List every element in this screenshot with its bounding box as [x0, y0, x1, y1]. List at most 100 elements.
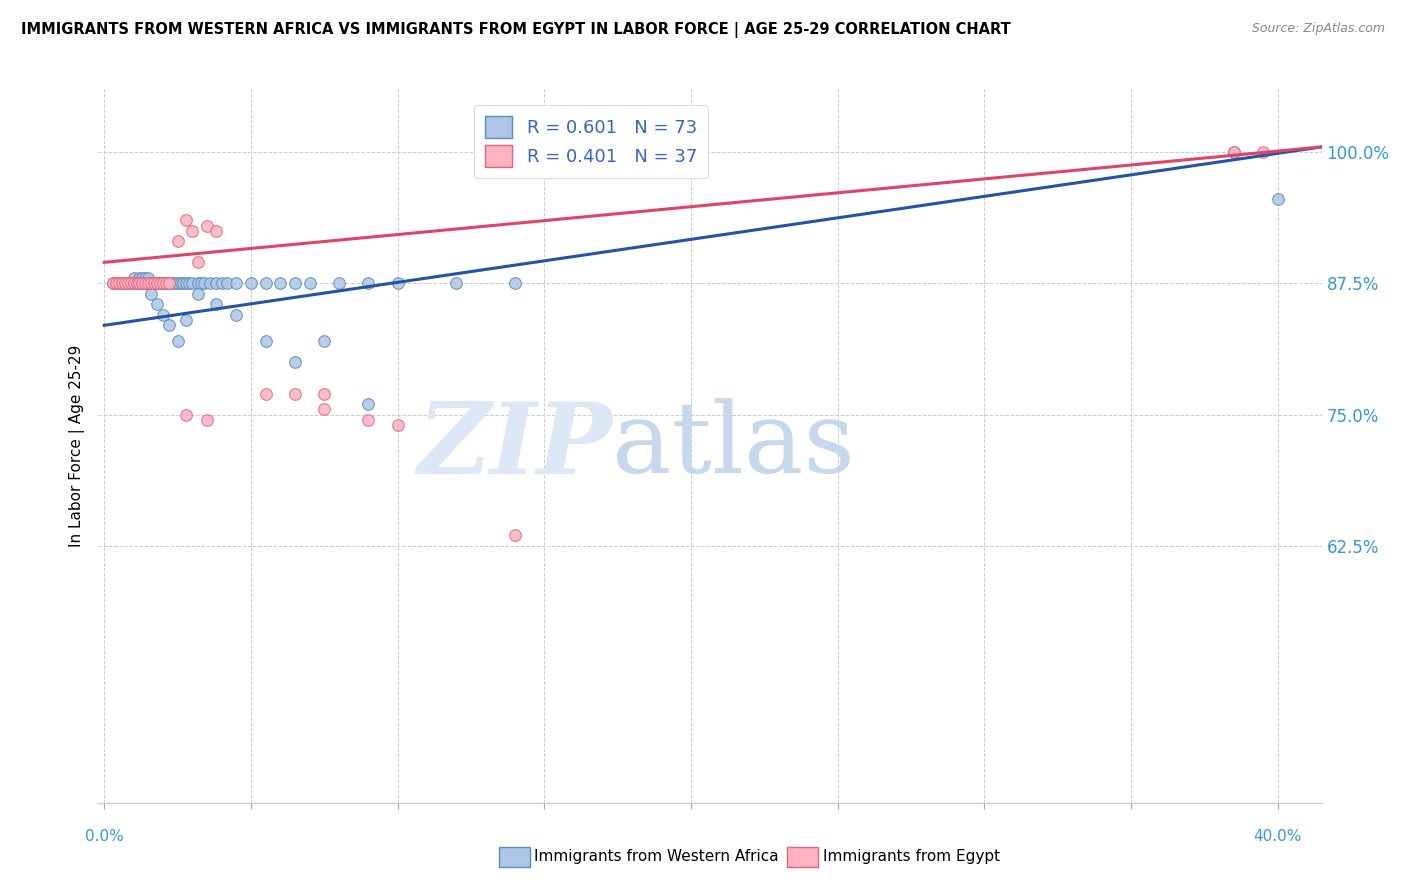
Point	[195, 413, 218, 427]
Point	[128, 277, 150, 291]
Point	[217, 277, 239, 291]
Text: Immigrants from Western Africa: Immigrants from Western Africa	[534, 849, 779, 863]
Point	[195, 219, 218, 233]
Point	[111, 277, 134, 291]
Point	[131, 277, 153, 291]
Point	[105, 277, 128, 291]
Point	[198, 277, 221, 291]
Point	[149, 277, 172, 291]
Point	[1267, 193, 1289, 207]
Point	[143, 277, 166, 291]
Point	[314, 402, 336, 417]
Point	[1222, 145, 1244, 160]
Point	[125, 277, 148, 291]
Point	[101, 277, 124, 291]
Point	[187, 286, 209, 301]
Point	[114, 277, 136, 291]
Point	[254, 334, 277, 348]
Point	[176, 313, 198, 327]
Point	[136, 277, 159, 291]
Point	[134, 271, 156, 285]
Point	[254, 277, 277, 291]
Point	[387, 277, 409, 291]
Point	[166, 334, 188, 348]
Point	[204, 224, 226, 238]
Point	[157, 318, 180, 333]
Point	[155, 277, 177, 291]
Point	[1251, 145, 1274, 160]
Text: IMMIGRANTS FROM WESTERN AFRICA VS IMMIGRANTS FROM EGYPT IN LABOR FORCE | AGE 25-: IMMIGRANTS FROM WESTERN AFRICA VS IMMIGR…	[21, 22, 1011, 38]
Point	[239, 277, 262, 291]
Point	[166, 277, 188, 291]
Point	[157, 277, 180, 291]
Point	[157, 277, 180, 291]
Point	[387, 417, 409, 432]
Point	[181, 277, 204, 291]
Point	[143, 277, 166, 291]
Point	[141, 277, 163, 291]
Point	[141, 286, 163, 301]
Point	[169, 277, 191, 291]
Point	[187, 277, 209, 291]
Point	[503, 277, 526, 291]
Text: 40.0%: 40.0%	[1254, 829, 1302, 844]
Point	[152, 277, 174, 291]
Point	[136, 271, 159, 285]
Point	[204, 277, 226, 291]
Point	[166, 235, 188, 249]
Text: atlas: atlas	[612, 398, 855, 494]
Point	[328, 277, 350, 291]
Point	[204, 297, 226, 311]
Point	[152, 308, 174, 322]
Point	[173, 277, 195, 291]
Point	[152, 277, 174, 291]
Point	[128, 277, 150, 291]
Text: Source: ZipAtlas.com: Source: ZipAtlas.com	[1251, 22, 1385, 36]
Text: ZIP: ZIP	[418, 398, 612, 494]
Point	[176, 213, 198, 227]
Point	[225, 308, 247, 322]
Point	[181, 224, 204, 238]
Point	[269, 277, 291, 291]
Point	[284, 355, 307, 369]
Point	[146, 297, 169, 311]
Point	[125, 277, 148, 291]
Point	[131, 271, 153, 285]
Point	[155, 277, 177, 291]
Point	[163, 277, 186, 291]
Point	[314, 334, 336, 348]
Point	[298, 277, 321, 291]
Point	[503, 528, 526, 542]
Point	[111, 277, 134, 291]
Point	[122, 277, 145, 291]
Text: 0.0%: 0.0%	[84, 829, 124, 844]
Point	[225, 277, 247, 291]
Point	[146, 277, 169, 291]
Point	[146, 277, 169, 291]
Point	[284, 386, 307, 401]
Point	[254, 386, 277, 401]
Point	[136, 277, 159, 291]
Point	[136, 277, 159, 291]
Point	[211, 277, 233, 291]
Point	[114, 277, 136, 291]
Y-axis label: In Labor Force | Age 25-29: In Labor Force | Age 25-29	[69, 345, 84, 547]
Point	[187, 255, 209, 269]
Point	[117, 277, 139, 291]
Point	[128, 271, 150, 285]
Point	[120, 277, 142, 291]
Point	[357, 277, 380, 291]
Point	[179, 277, 201, 291]
Point	[134, 277, 156, 291]
Point	[122, 271, 145, 285]
Legend: R = 0.601   N = 73, R = 0.401   N = 37: R = 0.601 N = 73, R = 0.401 N = 37	[474, 105, 709, 178]
Point	[149, 277, 172, 291]
Point	[146, 277, 169, 291]
Point	[157, 277, 180, 291]
Point	[122, 277, 145, 291]
Point	[134, 277, 156, 291]
Point	[357, 397, 380, 411]
Point	[117, 277, 139, 291]
Point	[152, 277, 174, 291]
Point	[120, 277, 142, 291]
